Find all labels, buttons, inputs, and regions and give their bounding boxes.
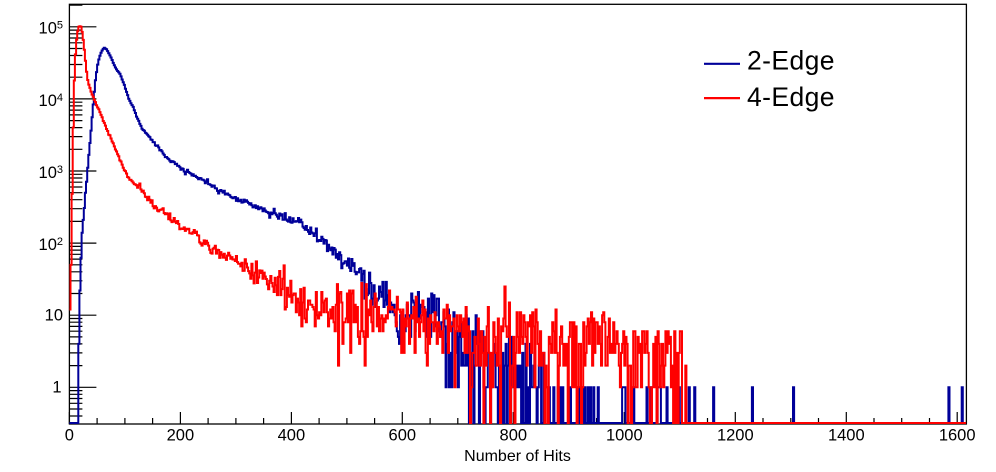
svg-text:200: 200 xyxy=(167,427,195,445)
svg-text:1000: 1000 xyxy=(606,427,643,445)
svg-text:0: 0 xyxy=(65,427,74,445)
svg-text:4-Edge: 4-Edge xyxy=(747,82,835,112)
svg-text:10: 10 xyxy=(45,306,63,324)
svg-text:400: 400 xyxy=(278,427,306,445)
svg-text:1200: 1200 xyxy=(717,427,754,445)
svg-text:Number of Hits: Number of Hits xyxy=(464,448,571,465)
svg-text:2-Edge: 2-Edge xyxy=(747,46,835,76)
svg-text:600: 600 xyxy=(389,427,417,445)
svg-text:1: 1 xyxy=(52,379,61,397)
svg-text:1400: 1400 xyxy=(828,427,865,445)
svg-text:1600: 1600 xyxy=(939,427,976,445)
svg-text:800: 800 xyxy=(500,427,528,445)
